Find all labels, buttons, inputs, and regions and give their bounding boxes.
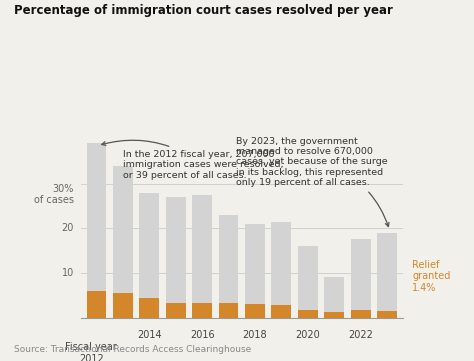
Bar xyxy=(192,303,212,318)
Text: Source: Transactional Records Access Clearinghouse: Source: Transactional Records Access Cle… xyxy=(14,345,252,354)
Text: In the 2012 fiscal year, 207,000
immigration cases were resolved,
or 39 percent : In the 2012 fiscal year, 207,000 immigra… xyxy=(102,140,283,180)
Bar xyxy=(139,192,159,318)
Text: 20: 20 xyxy=(62,223,74,233)
Text: 2016: 2016 xyxy=(190,330,214,340)
Text: Percentage of immigration court cases resolved per year: Percentage of immigration court cases re… xyxy=(14,4,393,17)
Bar xyxy=(351,239,371,318)
Text: 2014: 2014 xyxy=(137,330,162,340)
Bar xyxy=(166,303,186,318)
Text: Relief
granted
1.4%: Relief granted 1.4% xyxy=(412,260,451,293)
Text: 2022: 2022 xyxy=(348,330,373,340)
Text: By 2023, the government
managed to resolve 670,000
cases, yet because of the sur: By 2023, the government managed to resol… xyxy=(237,137,389,227)
Text: 10: 10 xyxy=(62,268,74,278)
Bar xyxy=(324,278,344,318)
Bar xyxy=(219,303,238,318)
Bar xyxy=(192,195,212,318)
Bar xyxy=(87,291,106,318)
Bar xyxy=(377,312,397,318)
Bar xyxy=(245,224,265,318)
Bar xyxy=(219,215,238,318)
Bar xyxy=(351,310,371,318)
Text: 2018: 2018 xyxy=(243,330,267,340)
Text: 2020: 2020 xyxy=(295,330,320,340)
Bar xyxy=(272,222,292,318)
Bar xyxy=(87,143,106,318)
Bar xyxy=(139,297,159,318)
Bar xyxy=(324,312,344,318)
Bar xyxy=(272,305,292,318)
Bar xyxy=(166,197,186,318)
Bar xyxy=(298,310,318,318)
Bar xyxy=(377,233,397,318)
Bar xyxy=(113,293,133,318)
Bar xyxy=(298,246,318,318)
Text: 30%
of cases: 30% of cases xyxy=(34,184,74,205)
Text: Fiscal year
2012: Fiscal year 2012 xyxy=(65,342,117,361)
Bar xyxy=(245,304,265,318)
Bar xyxy=(113,166,133,318)
